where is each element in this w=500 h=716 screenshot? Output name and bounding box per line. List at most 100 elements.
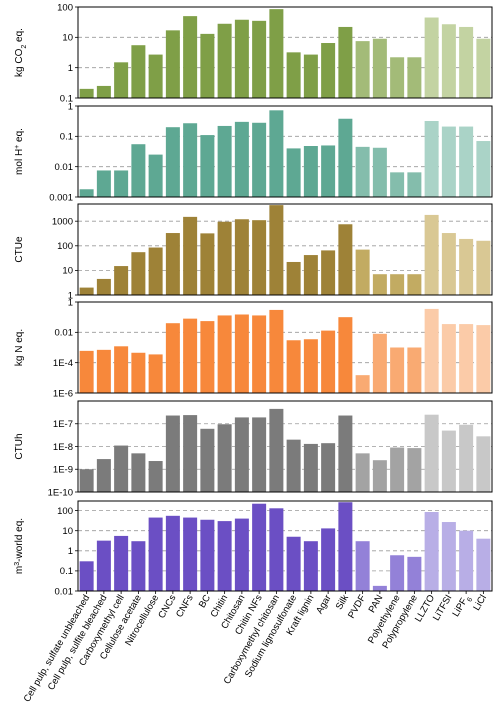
bar	[372, 333, 387, 393]
bar	[441, 233, 456, 295]
bar	[286, 52, 301, 98]
bar	[114, 266, 129, 295]
y-tick-label: 1E-4	[53, 358, 73, 369]
bar	[459, 424, 474, 492]
bar	[459, 238, 474, 295]
bar	[424, 308, 439, 393]
axes-frame	[77, 301, 493, 394]
bar	[217, 424, 232, 492]
bar	[459, 26, 474, 99]
bar	[390, 172, 405, 197]
bar	[390, 274, 405, 295]
bar	[217, 315, 232, 393]
bar	[234, 19, 249, 98]
bar	[372, 274, 387, 295]
bar	[321, 145, 336, 197]
category-label: BC	[197, 593, 213, 610]
bar	[441, 324, 456, 393]
bar	[148, 461, 163, 492]
bar	[355, 541, 370, 591]
bar	[372, 147, 387, 197]
bar	[79, 287, 94, 295]
bar	[114, 62, 129, 98]
y-tick-label: 0.001	[49, 192, 73, 203]
bar	[321, 443, 336, 492]
bar	[217, 23, 232, 98]
y-tick-label: 1	[68, 101, 73, 112]
bar	[303, 443, 318, 492]
bar	[183, 318, 198, 393]
bar	[459, 324, 474, 393]
bar	[217, 221, 232, 295]
y-axis-label: CTUe	[14, 236, 25, 263]
bar	[407, 556, 422, 591]
bar	[372, 38, 387, 98]
bar	[390, 347, 405, 393]
axes-frame	[77, 400, 493, 493]
bar	[441, 24, 456, 98]
bar	[252, 122, 267, 197]
bar	[200, 33, 215, 98]
bar	[424, 121, 439, 197]
y-tick-label: 10	[62, 266, 73, 277]
bar	[183, 517, 198, 591]
bar	[183, 16, 198, 99]
bar	[148, 354, 163, 393]
bar	[114, 535, 129, 591]
axes-frame	[77, 203, 493, 296]
bar	[269, 408, 284, 492]
panel-5: 1E-7 1E-8 1E-9 1E-10 CTUh	[14, 400, 493, 498]
bar	[165, 323, 180, 393]
bar	[269, 508, 284, 591]
bar	[252, 20, 267, 99]
bar	[96, 349, 111, 393]
bar	[148, 517, 163, 591]
bar	[165, 233, 180, 295]
bar	[79, 350, 94, 393]
bar	[338, 26, 353, 99]
y-axis-label: CTUh	[14, 433, 25, 459]
bar	[200, 321, 215, 393]
bar	[424, 214, 439, 295]
bar	[200, 428, 215, 492]
category-label: LiCl	[471, 593, 489, 613]
bar	[321, 330, 336, 393]
bar	[252, 503, 267, 591]
y-tick-label: 1000	[52, 216, 73, 227]
bar	[441, 126, 456, 197]
y-tick-label: 1E-9	[53, 465, 73, 476]
y-tick-label: 1E-8	[53, 442, 73, 453]
bar	[303, 146, 318, 197]
bar	[114, 445, 129, 492]
axes-frame	[77, 105, 493, 198]
panel-6: 100 10 1 0.1 0.01 m3-world eq.	[14, 500, 493, 597]
bar	[165, 415, 180, 492]
y-tick-label: 1E-10	[48, 487, 73, 498]
bar	[321, 43, 336, 98]
bar	[390, 555, 405, 591]
bar	[252, 315, 267, 393]
bar	[338, 224, 353, 295]
bar	[372, 585, 387, 591]
bar	[79, 189, 94, 197]
panel-1: 100 10 1 0.1 kg CO2 eq.	[14, 2, 493, 104]
bar	[355, 146, 370, 197]
bar	[476, 538, 491, 591]
y-tick-label: 1	[68, 290, 73, 301]
bar	[476, 38, 491, 98]
bar	[476, 325, 491, 393]
bar	[114, 170, 129, 197]
bar	[269, 205, 284, 295]
y-tick-label: 0.1	[60, 93, 73, 104]
bar	[441, 430, 456, 492]
bar	[269, 9, 284, 98]
bar	[234, 219, 249, 295]
bar	[131, 541, 146, 591]
bar	[286, 261, 301, 295]
bar	[355, 375, 370, 393]
bar	[165, 127, 180, 197]
bar	[441, 522, 456, 591]
bar	[183, 216, 198, 295]
bar	[286, 340, 301, 393]
